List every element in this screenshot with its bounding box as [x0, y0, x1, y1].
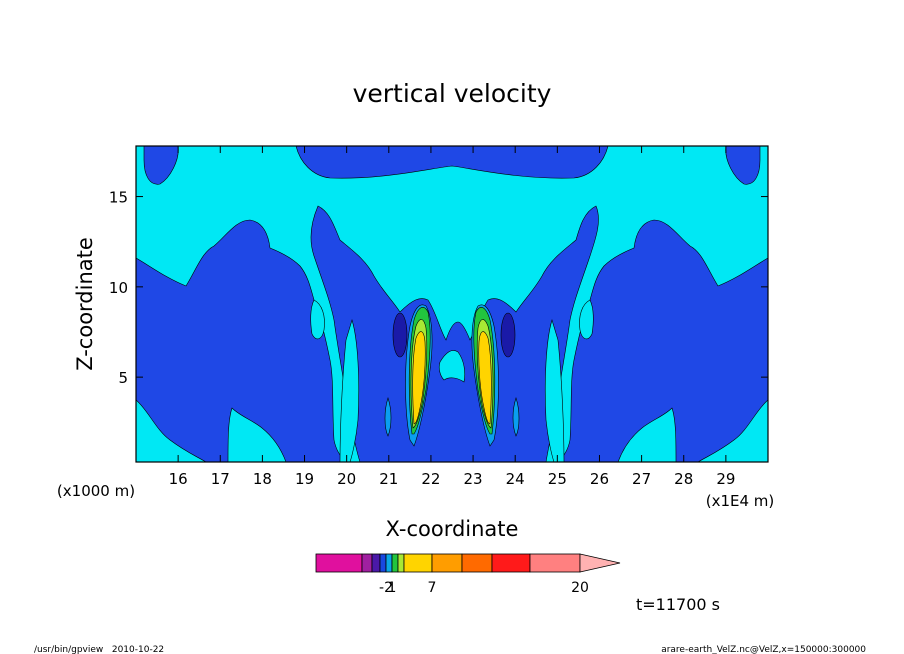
y-tick-label: 10 [109, 279, 128, 297]
x-tick-label: 16 [169, 470, 188, 488]
field-lightblue-right [512, 397, 520, 437]
colorbar-arrow [579, 553, 621, 573]
colorbar-tick-label: 1 [388, 580, 397, 596]
colorbar-swatch [361, 553, 373, 573]
x-axis-label: X-coordinate [386, 517, 519, 541]
x-tick-label: 28 [674, 470, 693, 488]
x-tick-label: 23 [464, 470, 483, 488]
colorbar-tick-label: 7 [428, 580, 437, 596]
x-tick-label: 17 [211, 470, 230, 488]
colorbar: -21 7 20 [315, 553, 621, 596]
x-tick-label: 18 [253, 470, 272, 488]
field-cyan-strip-left [339, 318, 360, 462]
colorbar-swatch [385, 553, 393, 573]
field-cyan-hole-left2 [227, 407, 287, 462]
field-blue-right [557, 219, 768, 462]
y-axis-label: Z-coordinate [73, 237, 97, 371]
x-tick-label: 26 [590, 470, 609, 488]
y-tick-label: 5 [118, 369, 128, 387]
colorbar-swatch [379, 553, 387, 573]
x-axis: 16 17 18 19 20 21 22 23 24 25 26 27 28 29 [169, 146, 735, 488]
colorbar-swatch [461, 553, 493, 573]
footer-right: arare-earth_VelZ.nc@VelZ,x=150000:300000 [661, 645, 866, 654]
field-blue-top-left [143, 146, 179, 185]
colorbar-swatch [431, 553, 463, 573]
field-navy-right [500, 312, 516, 358]
x-tick-label: 22 [421, 470, 440, 488]
colorbar-swatch [403, 553, 433, 573]
x-tick-label: 19 [295, 470, 314, 488]
colorbar-swatch [315, 553, 363, 573]
colorbar-swatch [529, 553, 581, 573]
field-cyan-hole-right2 [617, 407, 677, 462]
plot-frame [135, 145, 769, 463]
x-tick-label: 20 [337, 470, 356, 488]
field-cyan-hole-right [697, 399, 768, 462]
field-blue-top-center [295, 146, 609, 179]
field-cyan-hole-mid-right [579, 299, 594, 340]
x-tick-label: 21 [379, 470, 398, 488]
y-axis: 5 10 15 [109, 189, 768, 387]
chart-title: vertical velocity [353, 79, 552, 108]
y-tick-label: 15 [109, 189, 128, 207]
x-tick-label: 25 [548, 470, 567, 488]
field-lightblue-left [384, 397, 392, 437]
field-blue-top-right [725, 146, 761, 185]
contour-field [136, 146, 768, 462]
field-blue-left [136, 219, 347, 462]
field-navy-left [392, 312, 408, 358]
updraft-left [405, 304, 433, 447]
colorbar-swatch [371, 553, 381, 573]
x-tick-label: 27 [632, 470, 651, 488]
colorbar-tick-label: 20 [571, 580, 589, 596]
updraft-right [471, 304, 499, 447]
colorbar-tick-label: -2 [379, 580, 393, 596]
x-tick-label: 24 [506, 470, 525, 488]
colorbar-swatch [491, 553, 531, 573]
field-cyan-strip-right [544, 318, 565, 462]
colorbar-swatch [391, 553, 399, 573]
y-units-label: (x1000 m) [57, 482, 135, 500]
field-cyan-hole-left [136, 399, 207, 462]
x-tick-label: 29 [716, 470, 735, 488]
time-label: t=11700 s [636, 595, 720, 614]
footer-left: /usr/bin/gpview 2010-10-22 [34, 645, 164, 654]
x-units-label: (x1E4 m) [706, 492, 775, 510]
field-cyan-center [438, 350, 466, 383]
field-cyan-hole-mid-left [310, 299, 325, 340]
colorbar-swatch [397, 553, 405, 573]
